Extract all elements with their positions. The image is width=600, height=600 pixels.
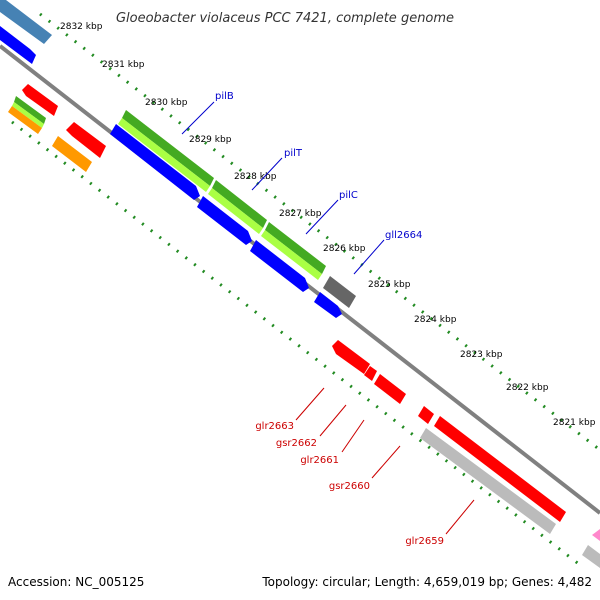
leader-line-gll2664 [353,239,385,275]
map-title: Gloeobacter violaceus PCC 7421, complete… [116,11,454,26]
gene-label-gsr2662[interactable]: gsr2662 [276,438,317,449]
leader-line-pilT [251,157,283,191]
tick-label: 2822 kbp [506,383,549,393]
feature-green-pilT [212,180,267,228]
leader-line-glr2661 [341,419,365,453]
tick-label: 2829 kbp [189,135,232,145]
gene-label-glr2659[interactable]: glr2659 [405,536,444,547]
feature-orange-topleft-1 [8,106,42,134]
leader-line-gsr2660 [371,445,401,479]
gene-label-gsr2660[interactable]: gsr2660 [329,481,370,492]
gene-arrow-topleft-1 [22,84,58,116]
gene-label-gll2664[interactable]: gll2664 [385,230,422,241]
leader-line-gsr2662 [319,404,347,437]
tick-label: 2823 kbp [460,350,503,360]
feature-pink-right-edge [592,529,600,541]
feature-blue-topleft [0,26,36,64]
tick-label: 2831 kbp [102,60,145,70]
feature-grey-glr2659 [420,428,556,534]
tick-label: 2821 kbp [553,418,596,428]
genome-stats-text: Topology: circular; Length: 4,659,019 bp… [261,575,592,589]
tick-label: 2827 kbp [279,209,322,219]
gene-arrow-glr2663 [332,340,370,374]
gene-label-pilT[interactable]: pilT [284,148,303,159]
accession-text: Accession: NC_005125 [8,575,144,589]
gene-arrow-gll2664 [314,292,342,318]
tick-label: 2828 kbp [234,172,277,182]
tick-label: 2826 kbp [323,244,366,254]
gene-label-pilC[interactable]: pilC [339,190,358,201]
tick-label: 2830 kbp [145,98,188,108]
leader-line-pilB [181,101,215,135]
leader-line-glr2659 [445,499,475,535]
feature-grey-right-edge [582,545,600,568]
feature-green-pilT-light [208,188,263,234]
gene-arrow-topleft-2 [66,122,106,158]
gene-label-glr2661[interactable]: glr2661 [300,455,339,466]
feature-darkgrey-gll2664 [323,276,356,308]
gc-skew-track-inner [11,120,581,567]
leader-line-pilC [305,199,339,235]
tick-label: 2824 kbp [414,315,457,325]
gene-arrow-gsr2662 [364,366,377,381]
gene-arrow-glr2661 [374,374,406,404]
gene-arrow-gsr2660 [418,406,434,424]
gene-arrow-pilB [110,124,200,200]
feature-green-pilC [265,222,326,274]
leader-line-glr2663 [295,387,325,421]
feature-green-topleft [14,96,46,124]
tick-label: 2832 kbp [60,22,103,32]
gene-arrow-glr2659 [434,416,566,522]
gene-arrow-pilC [250,240,309,292]
gene-label-glr2663[interactable]: glr2663 [255,421,294,432]
gene-arrow-pilT [197,196,252,245]
feature-steelblue [0,0,52,44]
tick-label: 2825 kbp [368,280,411,290]
feature-green-pilC-light [261,230,322,280]
feature-green-pilB-light [118,118,210,192]
feature-lightgreen-topleft [12,102,44,128]
gene-label-pilB[interactable]: pilB [215,91,234,102]
feature-green-pilB [122,110,214,186]
feature-orange-topleft-2 [52,136,92,172]
